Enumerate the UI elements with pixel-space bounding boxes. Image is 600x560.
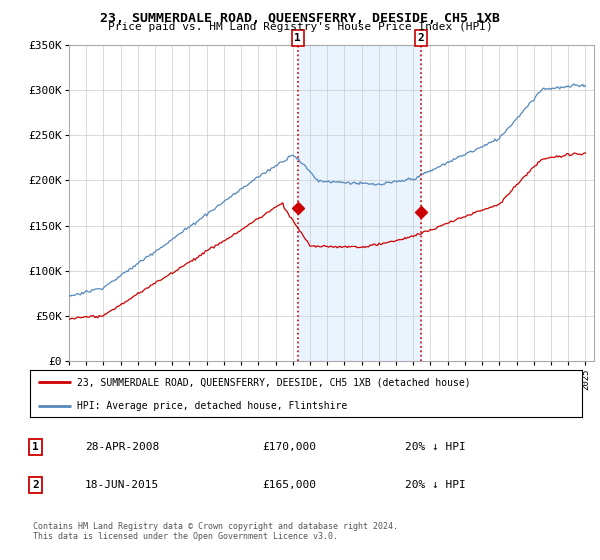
Text: 23, SUMMERDALE ROAD, QUEENSFERRY, DEESIDE, CH5 1XB: 23, SUMMERDALE ROAD, QUEENSFERRY, DEESID…	[100, 12, 500, 25]
Text: 20% ↓ HPI: 20% ↓ HPI	[406, 480, 466, 490]
Text: £165,000: £165,000	[262, 480, 316, 490]
Text: 2: 2	[32, 480, 39, 490]
Text: 1: 1	[32, 442, 39, 452]
Text: Contains HM Land Registry data © Crown copyright and database right 2024.: Contains HM Land Registry data © Crown c…	[33, 522, 398, 531]
Text: 2: 2	[418, 33, 425, 43]
Text: 18-JUN-2015: 18-JUN-2015	[85, 480, 160, 490]
Text: 1: 1	[295, 33, 301, 43]
Bar	[298, 45, 421, 361]
Text: 20% ↓ HPI: 20% ↓ HPI	[406, 442, 466, 452]
Text: 28-APR-2008: 28-APR-2008	[85, 442, 160, 452]
Text: This data is licensed under the Open Government Licence v3.0.: This data is licensed under the Open Gov…	[33, 532, 338, 541]
Text: Price paid vs. HM Land Registry's House Price Index (HPI): Price paid vs. HM Land Registry's House …	[107, 22, 493, 32]
Text: HPI: Average price, detached house, Flintshire: HPI: Average price, detached house, Flin…	[77, 402, 347, 411]
Text: 23, SUMMERDALE ROAD, QUEENSFERRY, DEESIDE, CH5 1XB (detached house): 23, SUMMERDALE ROAD, QUEENSFERRY, DEESID…	[77, 377, 470, 388]
Text: £170,000: £170,000	[262, 442, 316, 452]
